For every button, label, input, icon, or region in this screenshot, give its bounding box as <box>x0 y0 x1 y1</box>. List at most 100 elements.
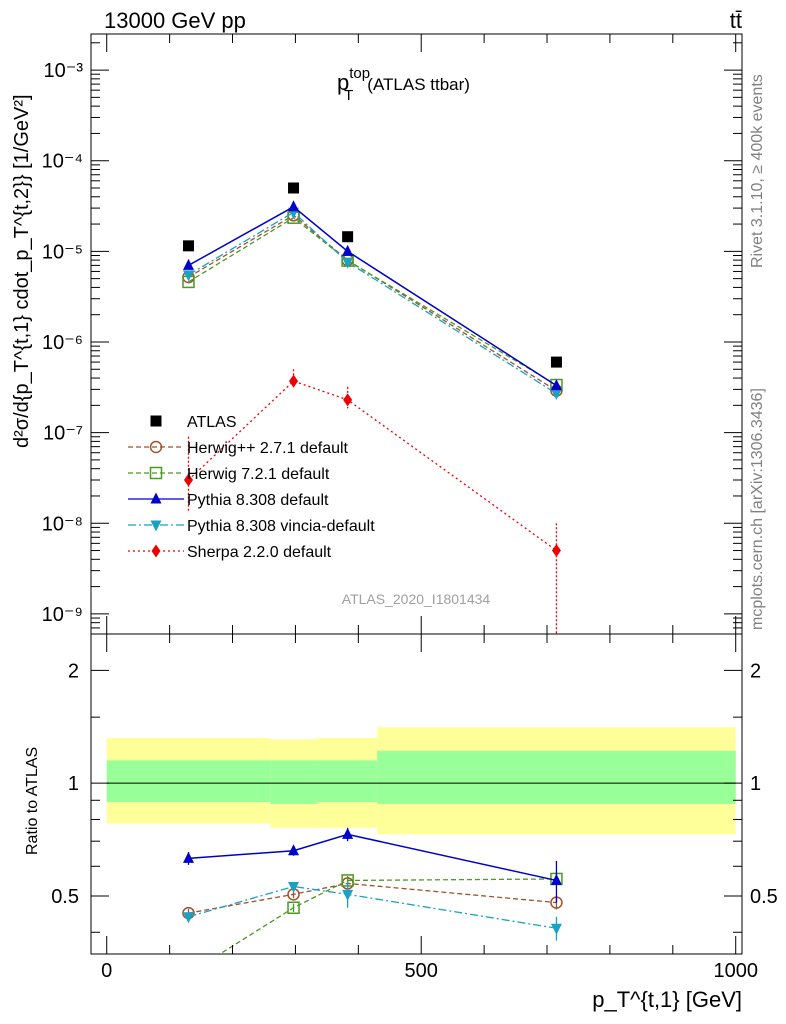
rivet-label: Rivet 3.1.10, ≥ 400k events <box>749 74 766 268</box>
x-axis-label: p_T^{t,1} [GeV] <box>592 987 742 1012</box>
legend-label: Pythia 8.308 vincia-default <box>187 518 375 535</box>
data-point <box>550 356 562 368</box>
y-tick-label: 10⁻⁶ <box>42 332 83 354</box>
ratio-point <box>550 873 562 885</box>
ratio-y-axis-label: Ratio to ATLAS <box>24 747 41 855</box>
series-line <box>188 214 557 392</box>
y-tick-label: 10⁻⁹ <box>42 604 83 626</box>
ratio-line <box>188 885 557 929</box>
legend-label: Herwig++ 2.7.1 default <box>187 440 349 457</box>
ratio-line <box>188 882 557 914</box>
series-1 <box>182 209 563 397</box>
legend-marker <box>149 440 163 454</box>
main-title: ptop T (ATLAS ttbar) <box>337 65 470 104</box>
x-tick-label: 0 <box>101 960 112 982</box>
data-point <box>182 258 194 270</box>
legend-marker <box>149 466 163 480</box>
data-point <box>288 182 300 194</box>
ratio-series-2 <box>183 872 563 979</box>
legend-label: Herwig 7.2.1 default <box>187 466 330 483</box>
band-inner <box>317 760 378 803</box>
band-inner <box>270 760 318 804</box>
main-title-sub: T <box>344 87 353 104</box>
data-point <box>342 231 354 243</box>
ratio-point <box>183 968 194 979</box>
x-ticks: 0 500 1000 <box>101 34 758 982</box>
band-inner <box>106 760 271 803</box>
series-3 <box>182 200 562 391</box>
data-point <box>182 240 194 252</box>
legend-label: Pythia 8.308 default <box>187 492 329 509</box>
ratio-point <box>342 889 354 901</box>
ratio-series-3 <box>182 827 562 903</box>
series-line <box>188 205 557 387</box>
main-title-sup: top <box>349 65 370 82</box>
legend-entry: Herwig 7.2.1 default <box>128 466 330 483</box>
header-right: tt̄ <box>730 8 742 33</box>
series-0 <box>182 182 562 368</box>
main-y-ticks: 10⁻⁹ 10⁻⁸ 10⁻⁷ 10⁻⁶ 10⁻⁵ 10⁻⁴ 10⁻³ <box>42 42 742 635</box>
ratio-frame <box>90 633 743 955</box>
series-line <box>188 216 557 386</box>
ratio-point <box>182 851 194 863</box>
ratio-tick-label-right: 2 <box>750 660 761 682</box>
data-point <box>550 389 562 401</box>
ratio-series-1 <box>182 877 563 920</box>
ratio-point <box>182 912 194 924</box>
header-left: 13000 GeV pp <box>104 8 246 33</box>
legend: ATLAS Herwig++ 2.7.1 default Herwig 7.2.1 … <box>128 414 375 561</box>
ratio-tick-label-right: 1 <box>750 773 761 795</box>
data-point <box>183 473 193 487</box>
legend-entry: Sherpa 2.2.0 default <box>128 544 332 561</box>
series-line <box>188 380 557 552</box>
band-inner <box>377 750 736 804</box>
ratio-y-ticks: 0.5 0.5 1 1 2 2 <box>51 660 778 933</box>
main-title-symbol: p <box>337 70 349 95</box>
ratio-point <box>288 844 300 856</box>
y-tick-label: 10⁻⁴ <box>42 151 83 173</box>
data-point <box>343 393 353 407</box>
main-panel: 10⁻⁹ 10⁻⁸ 10⁻⁷ 10⁻⁶ 10⁻⁵ 10⁻⁴ 10⁻³ ptop T (ATLAS… <box>11 33 743 635</box>
legend-entry: ATLAS <box>150 414 237 431</box>
series-5 <box>183 369 561 634</box>
mcplots-label: mcplots.cern.ch [arXiv:1306.3436] <box>749 388 766 630</box>
legend-marker <box>150 415 162 427</box>
watermark: ATLAS_2020_I1801434 <box>342 591 491 607</box>
data-point <box>551 544 561 558</box>
data-point <box>182 270 194 282</box>
ratio-point <box>342 827 354 839</box>
ratio-series-4 <box>182 881 562 941</box>
ratio-point <box>287 901 300 915</box>
ratio-point <box>288 881 300 893</box>
legend-entry: Pythia 8.308 default <box>128 492 329 509</box>
x-tick-label: 1000 <box>713 960 758 982</box>
y-tick-label: 10⁻³ <box>44 60 84 82</box>
ratio-panel: 0.5 0.5 1 1 2 2 0 500 1000 Ratio to ATLAS p_T^{… <box>24 34 778 1012</box>
data-point <box>342 244 354 256</box>
main-title-rest: (ATLAS ttbar) <box>367 75 470 94</box>
y-tick-label: 10⁻⁷ <box>43 423 83 445</box>
legend-label: ATLAS <box>187 414 237 431</box>
ratio-tick-label: 1 <box>68 773 79 795</box>
legend-entry: Pythia 8.308 vincia-default <box>128 518 375 535</box>
y-tick-label: 10⁻⁵ <box>42 241 83 263</box>
series-2 <box>182 211 563 392</box>
ratio-line <box>188 833 557 882</box>
x-tick-label: 500 <box>405 960 438 982</box>
data-point <box>289 374 299 388</box>
ratio-tick-label: 0.5 <box>51 886 79 908</box>
data-point <box>288 200 300 212</box>
legend-marker <box>151 544 161 558</box>
ratio-plot-area <box>106 727 736 979</box>
series-line <box>188 211 557 395</box>
data-point <box>550 379 562 391</box>
ratio-line <box>218 878 557 954</box>
legend-marker <box>150 520 162 532</box>
main-y-axis-label: d²σ/d{p_T^{t,1} cdot_p_T^{t,2}} [1/GeV²] <box>11 94 33 448</box>
ratio-point <box>550 923 562 935</box>
main-plot-area <box>182 182 563 634</box>
ratio-tick-label-right: 0.5 <box>750 886 778 908</box>
legend-entry: Herwig++ 2.7.1 default <box>128 440 349 457</box>
legend-label: Sherpa 2.2.0 default <box>187 544 332 561</box>
